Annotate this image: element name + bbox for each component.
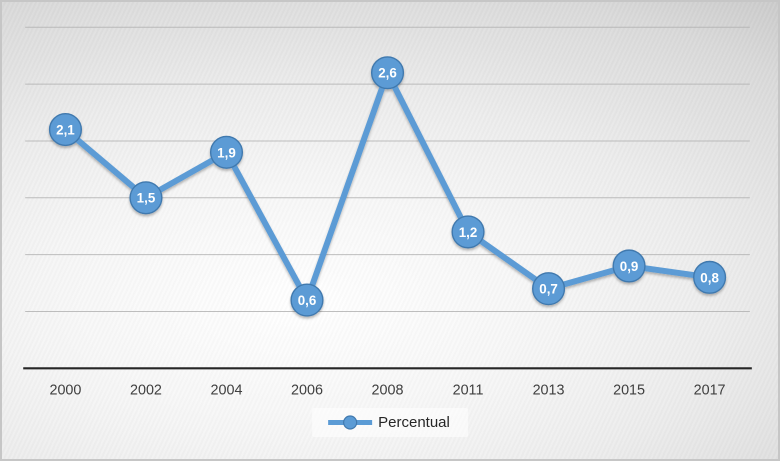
data-point-marker[interactable] [129,181,163,215]
x-axis-labels: 2000 2002 2004 2006 2008 2011 2013 2015 2017 [49,383,725,399]
x-axis-label[interactable]: 2002 [130,383,162,399]
x-axis-label[interactable]: 2000 [49,383,81,399]
data-labels: 2,1 1,5 1,9 0,6 2,6 1,2 0,7 0,9 0,8 [56,66,719,308]
x-axis-label[interactable]: 2004 [211,383,243,399]
x-axis-label[interactable]: 2017 [694,383,726,399]
data-point-marker[interactable] [693,260,727,294]
data-point-label: 1,5 [137,191,156,206]
data-point-marker[interactable] [532,272,566,306]
legend-label: Percentual [378,414,450,431]
data-point-marker[interactable] [290,283,324,317]
data-point-marker[interactable] [612,249,646,283]
data-point-label: 0,7 [539,282,558,297]
x-axis-label[interactable]: 2006 [291,383,323,399]
data-point-label: 2,6 [378,66,397,81]
series-percentual [48,56,727,317]
x-axis-label[interactable]: 2011 [453,383,484,399]
data-point-label: 0,8 [700,270,719,285]
data-point-label: 0,6 [298,293,317,308]
x-axis-label[interactable]: 2013 [533,383,565,399]
data-point-marker[interactable] [209,135,244,169]
data-point-label: 2,1 [56,123,75,138]
chart-legend[interactable]: Percentual [312,408,468,437]
x-axis-label[interactable]: 2008 [372,383,404,399]
x-axis-label[interactable]: 2015 [613,383,645,399]
data-point-marker[interactable] [451,215,485,249]
data-point-marker[interactable] [48,113,83,147]
data-point-marker[interactable] [370,56,405,90]
legend-line-marker-icon [328,415,373,430]
data-point-label: 1,9 [217,145,236,160]
data-point-label: 1,2 [459,225,478,240]
data-point-label: 0,9 [620,259,639,274]
